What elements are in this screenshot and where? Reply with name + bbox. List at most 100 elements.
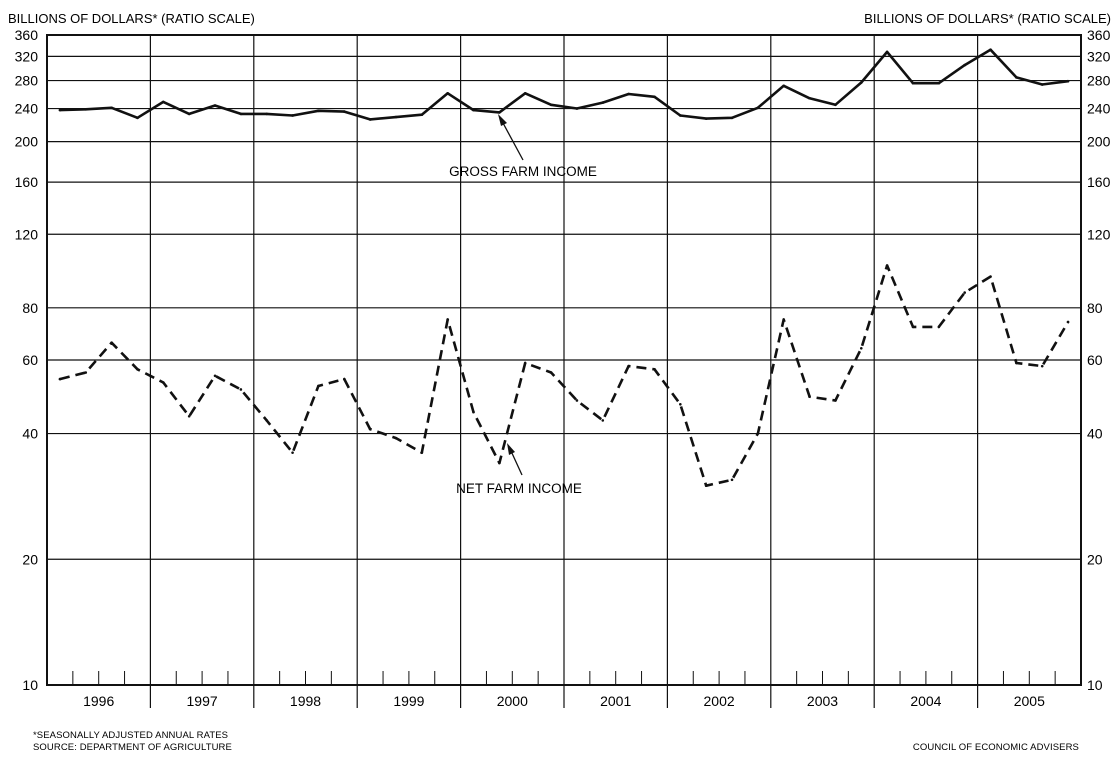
plot-frame: [46, 34, 1082, 686]
gross-farm-income-point: [162, 100, 165, 104]
y-tick-label-left: 20: [22, 551, 38, 567]
net-farm-income-point: [472, 410, 475, 414]
net-farm-income-point: [704, 484, 708, 488]
net-farm-income-label: NET FARM INCOME: [456, 481, 582, 496]
footnote: *SEASONALLY ADJUSTED ANNUAL RATES: [33, 730, 228, 741]
gross-farm-income-point: [627, 92, 630, 96]
gross-farm-income-point: [653, 95, 656, 99]
net-farm-income-point: [730, 478, 734, 482]
gross-farm-income-point: [265, 112, 269, 116]
net-farm-income-point: [162, 381, 165, 384]
y-tick-label-left: 60: [22, 352, 38, 368]
net-farm-income-point: [58, 377, 62, 381]
net-farm-income-point: [446, 318, 449, 321]
net-farm-income-point: [239, 388, 243, 391]
y-tick-label-right: 320: [1087, 48, 1111, 64]
y-tick-label-right: 40: [1087, 426, 1103, 442]
x-tick-label: 1997: [187, 693, 218, 709]
right-axis-title: BILLIONS OF DOLLARS* (RATIO SCALE): [864, 11, 1111, 26]
net-farm-income-point: [859, 346, 863, 350]
gross-farm-income-point: [187, 112, 191, 116]
net-farm-income-point: [989, 275, 992, 278]
gross-farm-income-point: [1066, 79, 1070, 83]
y-tick-label-left: 40: [22, 426, 38, 442]
net-farm-income-point: [420, 451, 424, 454]
net-farm-income-point: [575, 399, 579, 402]
y-tick-label-right: 80: [1087, 300, 1103, 316]
gross-farm-income-point: [756, 106, 760, 110]
x-tick-label: 2003: [807, 693, 838, 709]
y-tick-label-right: 360: [1087, 27, 1111, 43]
gross-farm-income-point: [342, 110, 346, 113]
x-tick-label: 1996: [83, 693, 114, 709]
net-farm-income-point: [885, 264, 889, 267]
net-farm-income-point: [291, 451, 294, 454]
x-tick-label: 2004: [910, 693, 941, 709]
gross-farm-income-point: [58, 108, 62, 112]
y-tick-label-right: 120: [1087, 226, 1111, 242]
net-farm-income-point: [756, 432, 760, 435]
x-tick-label: 2005: [1014, 693, 1045, 709]
gross-farm-income-line: [59, 48, 1069, 121]
net-farm-income-point: [213, 374, 217, 378]
x-tick-label: 1999: [393, 693, 424, 709]
net-farm-income-point: [549, 371, 553, 374]
gross-farm-income-point: [730, 116, 734, 120]
net-farm-income-point: [394, 436, 398, 440]
y-tick-label-right: 20: [1087, 551, 1103, 567]
gross-farm-income-point: [446, 92, 449, 95]
y-tick-label-right: 200: [1087, 134, 1111, 150]
gross-farm-income-point: [317, 109, 320, 113]
left-y-axis: 360 320 280 240 200 160 120 80 60 40 20 10: [15, 27, 39, 693]
net-farm-income-point: [911, 325, 915, 329]
net-farm-income-point: [187, 414, 191, 418]
right-y-axis: 360 320 280 240 200 160 120 80 60 40 20 10: [1087, 27, 1111, 693]
net-farm-income-point: [84, 371, 88, 374]
gross-farm-income-point: [110, 106, 113, 110]
net-farm-income-point: [342, 377, 346, 381]
y-tick-label-left: 160: [15, 174, 39, 190]
left-axis-title: BILLIONS OF DOLLARS* (RATIO SCALE): [8, 11, 255, 26]
y-tick-label-right: 10: [1087, 677, 1103, 693]
gross-farm-income-point: [575, 107, 579, 110]
x-tick-label: 1998: [290, 693, 321, 709]
gross-farm-income-point: [989, 48, 992, 51]
credit: COUNCIL OF ECONOMIC ADVISERS: [913, 742, 1079, 753]
y-tick-label-left: 240: [15, 101, 39, 117]
net-farm-income-point: [627, 364, 630, 368]
net-farm-income-point: [963, 291, 966, 294]
gross-farm-income-point: [84, 108, 88, 111]
net-farm-income-point: [834, 399, 837, 402]
gross-farm-income-point: [394, 115, 398, 119]
net-farm-income-point: [1040, 364, 1044, 368]
net-farm-income-line: [59, 264, 1070, 487]
gross-farm-income-point: [885, 50, 889, 54]
gross-farm-income-point: [782, 84, 786, 88]
gross-farm-income-annotation: GROSS FARM INCOME: [449, 114, 597, 179]
gross-farm-income-point: [420, 113, 424, 116]
net-farm-income-point: [1015, 361, 1018, 365]
y-tick-label-left: 280: [15, 73, 39, 89]
net-farm-income-point: [937, 325, 941, 329]
gross-farm-income-point: [498, 111, 501, 114]
gross-farm-income-point: [239, 112, 243, 116]
gross-farm-income-point: [1040, 83, 1044, 86]
x-tick-label: 2000: [497, 693, 528, 709]
net-farm-income-point: [782, 318, 786, 321]
source-note: SOURCE: DEPARTMENT OF AGRICULTURE: [33, 742, 232, 753]
gross-farm-income-label: GROSS FARM INCOME: [449, 164, 597, 179]
net-farm-income-point: [601, 419, 605, 422]
net-farm-income-point: [1066, 320, 1070, 324]
x-tick-label: 2001: [600, 693, 631, 709]
gross-farm-income-point: [911, 81, 915, 85]
net-farm-income-point: [653, 368, 656, 371]
gross-farm-income-point: [523, 92, 527, 95]
net-farm-income-point: [808, 395, 811, 399]
net-farm-income-point: [368, 427, 372, 431]
y-tick-label-left: 200: [15, 134, 39, 150]
data-points: [58, 48, 1070, 488]
gross-farm-income-point: [808, 96, 811, 100]
net-farm-income-point: [498, 461, 501, 465]
x-tick-label: 2002: [704, 693, 735, 709]
y-tick-label-left: 320: [15, 48, 39, 64]
